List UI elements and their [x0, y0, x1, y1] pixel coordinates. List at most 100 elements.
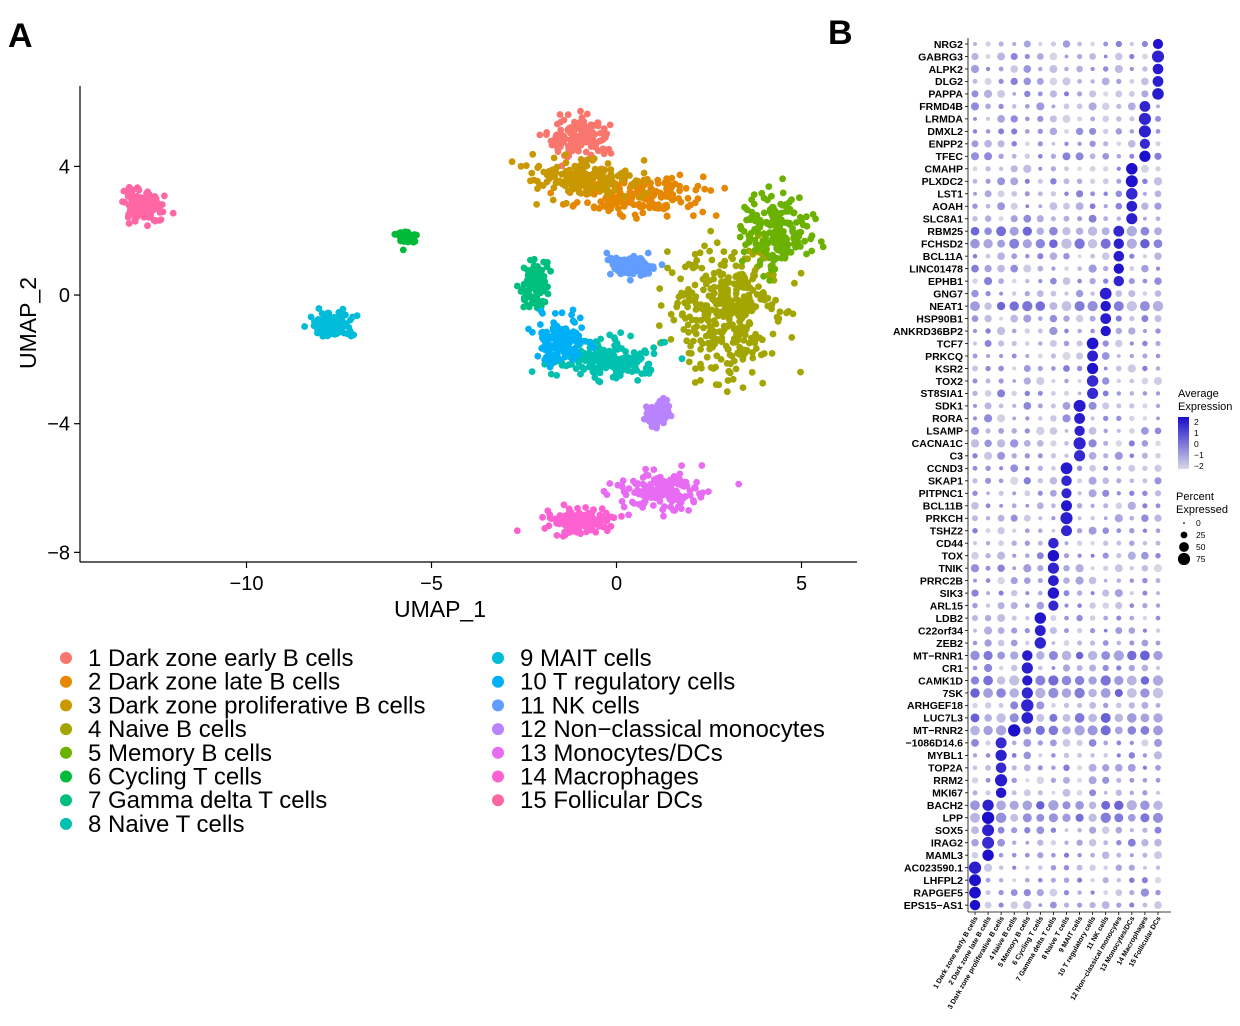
dot-mark — [1037, 178, 1043, 184]
umap-point — [577, 174, 585, 182]
dot-mark — [1087, 387, 1099, 399]
legend-swatch — [492, 794, 504, 807]
umap-point — [525, 325, 532, 333]
dot-row-2 — [970, 63, 1164, 75]
dot-mark — [1154, 477, 1162, 485]
dot-mark — [1036, 601, 1045, 610]
umap-point — [730, 357, 738, 365]
umap-point — [345, 323, 353, 331]
dot-mark — [1063, 215, 1070, 222]
dot-mark — [1077, 777, 1083, 783]
dot-mark — [1115, 190, 1123, 198]
dot-mark — [1103, 141, 1109, 147]
dot-mark — [984, 402, 992, 410]
umap-point — [640, 500, 648, 507]
dot-mark — [1050, 153, 1057, 159]
dot-mark — [1088, 739, 1097, 747]
dot-mark — [1010, 65, 1019, 73]
dot-mark — [1141, 77, 1149, 86]
umap-point — [635, 200, 643, 208]
dot-mark — [1010, 701, 1019, 710]
dot-mark — [983, 688, 994, 698]
dot-mark — [1062, 152, 1071, 161]
dot-mark — [1129, 378, 1135, 384]
dot-mark — [1024, 877, 1030, 883]
umap-point — [807, 235, 815, 243]
dot-mark — [1141, 739, 1149, 747]
dot-row-56 — [971, 737, 1162, 749]
dot-mark — [1050, 840, 1057, 846]
dot-mark — [970, 688, 980, 698]
umap-point — [536, 131, 544, 139]
umap-point — [656, 397, 664, 405]
dot-mark — [1011, 278, 1017, 284]
dot-mark — [985, 290, 991, 297]
dot-mark — [1103, 465, 1109, 471]
dot-mark — [1023, 900, 1032, 910]
dot-mark — [970, 439, 980, 448]
dot-mark — [984, 901, 992, 909]
dot-mark — [1011, 540, 1017, 546]
dot-mark — [1155, 702, 1161, 708]
umap-point — [721, 323, 729, 330]
dot-mark — [1077, 328, 1082, 334]
dot-mark — [1024, 178, 1030, 184]
dot-mark — [1115, 764, 1123, 772]
umap-point — [585, 349, 593, 357]
dot-mark — [1037, 740, 1044, 746]
dot-mark — [985, 552, 991, 559]
dot-mark — [968, 861, 982, 874]
dot-mark — [972, 41, 978, 47]
umap-point — [620, 192, 628, 200]
dot-row-63 — [971, 824, 1162, 837]
dot-mark — [971, 515, 979, 522]
dot-mark — [1050, 403, 1056, 409]
dot-mark — [998, 540, 1005, 547]
umap-point — [562, 199, 570, 207]
dot-mark — [1050, 877, 1056, 883]
dot-mark — [1077, 640, 1083, 646]
dot-mark — [1050, 178, 1057, 185]
dot-mark — [1012, 416, 1017, 421]
umap-point — [760, 230, 768, 238]
dot-mark — [1050, 864, 1057, 871]
dot-mark — [972, 527, 978, 534]
dot-mark — [997, 177, 1006, 186]
dot-mark — [1049, 627, 1057, 635]
umap-point — [711, 297, 719, 305]
dot-row-6 — [973, 112, 1162, 125]
dot-mark — [1100, 313, 1112, 324]
dot-mark — [1036, 552, 1044, 560]
dot-mark — [1075, 314, 1084, 323]
dot-mark — [1022, 300, 1033, 312]
dot-mark — [972, 129, 978, 134]
umap-point — [707, 285, 715, 293]
dot-mark — [1142, 865, 1147, 870]
dot-mark — [1129, 41, 1134, 47]
umap-point — [779, 175, 786, 183]
dot-mark — [1050, 166, 1057, 172]
umap-point — [690, 212, 697, 220]
dot-mark — [997, 564, 1005, 572]
dot-mark — [1155, 591, 1161, 596]
dot-mark — [1049, 326, 1058, 336]
gene-label: BCL11A — [923, 251, 964, 263]
dot-mark — [1154, 826, 1162, 834]
dot-mark — [1077, 278, 1082, 284]
dot-mark — [1100, 812, 1111, 823]
umap-point — [588, 510, 595, 517]
gene-label: KSR2 — [935, 363, 963, 375]
umap-point — [759, 379, 767, 387]
dot-mark — [1061, 675, 1072, 686]
dot-mark — [1075, 152, 1084, 161]
dot-mark — [1115, 327, 1123, 335]
umap-point — [649, 487, 657, 495]
dot-mark — [1089, 615, 1096, 621]
dot-mark — [985, 603, 991, 608]
dot-mark — [1049, 314, 1058, 323]
dot-mark — [997, 239, 1006, 248]
umap-point — [789, 310, 797, 318]
dot-mark — [1090, 66, 1095, 72]
dot-mark — [1114, 589, 1123, 598]
dot-mark — [1142, 391, 1148, 396]
